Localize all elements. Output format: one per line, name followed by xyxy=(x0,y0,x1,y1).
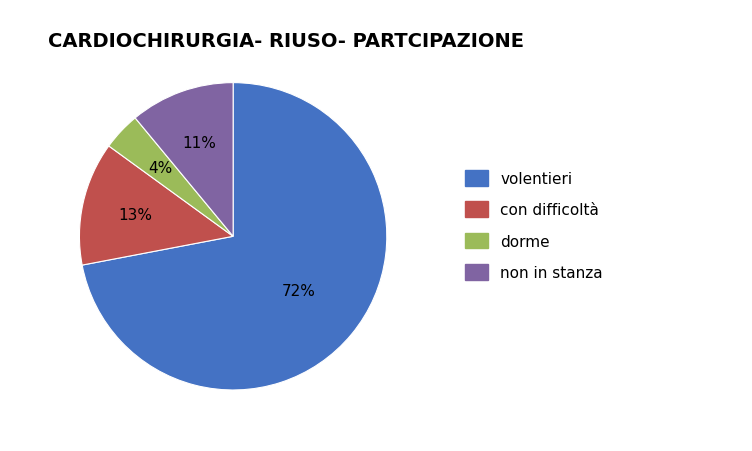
Legend: volentieri, con difficoltà, dorme, non in stanza: volentieri, con difficoltà, dorme, non i… xyxy=(459,165,609,286)
Text: 4%: 4% xyxy=(148,161,172,176)
Text: 72%: 72% xyxy=(281,283,315,298)
Text: 13%: 13% xyxy=(119,207,153,222)
Text: CARDIOCHIRURGIA- RIUSO- PARTCIPAZIONE: CARDIOCHIRURGIA- RIUSO- PARTCIPAZIONE xyxy=(48,32,523,51)
Wedge shape xyxy=(82,83,387,390)
Wedge shape xyxy=(135,83,233,237)
Wedge shape xyxy=(109,119,233,237)
Wedge shape xyxy=(80,147,233,266)
Text: 11%: 11% xyxy=(182,135,217,151)
